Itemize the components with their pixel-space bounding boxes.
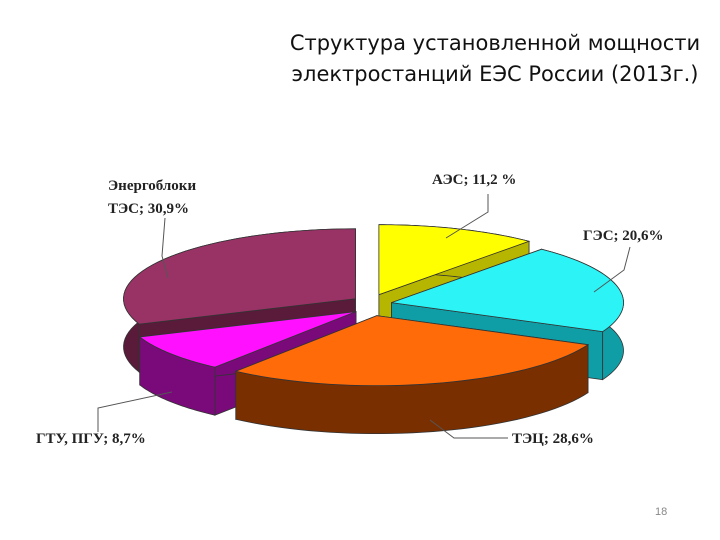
pie-slices [123,224,624,435]
page-number: 18 [655,506,668,518]
slice-label-gtu: ГТУ, ПГУ; 8,7% [36,431,146,447]
leader-line-ges [593,246,631,293]
slice-aes-top [378,224,531,296]
slice-label-aes: АЭС; 11,2 % [432,172,516,188]
chart-title: Структура установленной мощности электро… [250,28,720,90]
slice-tec-top [234,315,590,387]
leader-lines [97,194,631,439]
title-line-2: электростанций ЕЭС России (2013г.) [291,62,699,86]
slice-label-ges: ГЭС; 20,6% [583,228,664,244]
slice-tec [234,315,590,435]
slice-gtu-top [138,311,357,368]
title-line-1: Структура установленной мощности [289,31,701,55]
leader-line-gtu [97,391,173,432]
leader-line-tec [429,419,508,439]
leader-line-energobloki [161,217,169,279]
slice-label-tec: ТЭЦ; 28,6% [512,431,594,447]
slice-energobloki-top [123,228,356,325]
leader-line-aes [445,194,489,239]
slice-label-energobloki-line1: Энергоблоки [108,178,196,194]
slice-label-energobloki: Энергоблоки ТЭС; 30,9% [108,178,200,217]
slice-label-energobloki-line2: ТЭС; 30,9% [108,201,189,217]
slice-ges-top [391,248,624,333]
